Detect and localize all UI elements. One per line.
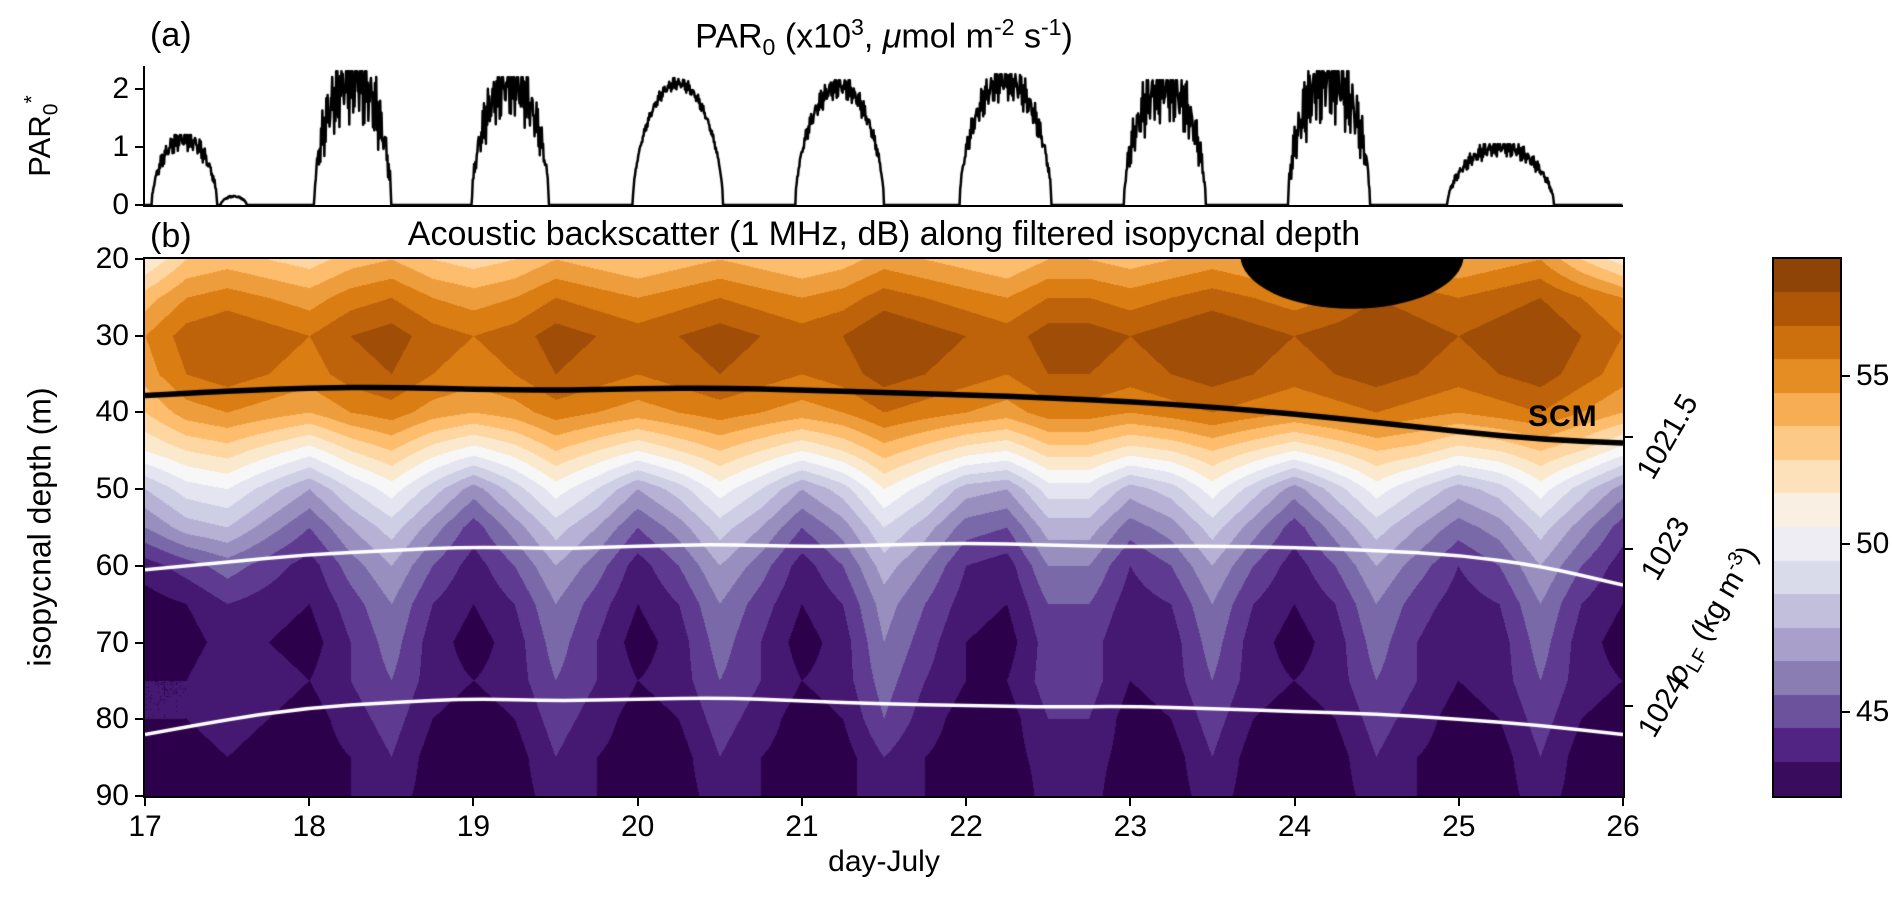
tick-mark [144,798,146,806]
panel-b-x-tick-label: 22 [949,810,983,843]
panel-b-y-tick-label: 80 [95,702,129,736]
backscatter-heatmap [145,259,1623,796]
tick-mark [135,146,143,149]
panel-b-y-tick-label: 20 [95,242,129,275]
panel-b-x-tick-label: 23 [1113,810,1148,843]
panel-b-x-tick-label: 20 [620,810,655,843]
panel-b-y-tick-label: 50 [95,472,129,506]
colorbar-tick-label: 50 [1856,527,1890,561]
tick-mark [1842,543,1850,546]
panel-b-y-tick-label: 40 [95,395,129,429]
panel-a-y-tick-label: 1 [112,130,129,164]
tick-mark [135,718,143,721]
panel-a-title: PAR0 (x103, μmol m-2 s-1) [695,14,1073,61]
panel-b-x-tick-label: 17 [128,810,162,843]
tick-mark [308,798,311,806]
panel-b-y-tick-label: 70 [95,625,129,659]
tick-mark [135,564,143,567]
panel-b-x-tick-label: 24 [1277,810,1312,843]
tick-mark [1625,547,1633,550]
panel-b-y-tick-label: 60 [95,548,129,582]
tick-mark [135,488,143,491]
panel-b-label: (b) [150,217,192,255]
tick-mark [636,798,639,806]
tick-mark [1625,435,1633,438]
x-axis-label: day-July [828,845,940,878]
tick-mark [135,88,143,91]
tick-mark [1129,798,1132,806]
panel-a-label: (a) [150,16,192,54]
isopycnal-label-1023: 1023 [1634,511,1697,586]
isopycnal-label-1021-5: 1021.5 [1630,388,1705,485]
panel-b-y-tick-label: 90 [95,779,129,812]
panel-a-y-tick-label: 2 [112,72,129,106]
colorbar-tick-label: 45 [1856,695,1890,729]
panel-a-ylabel: PAR0* [20,95,63,177]
tick-mark [1622,798,1624,806]
tick-mark [800,798,803,806]
backscatter-plot-area [143,257,1625,798]
tick-mark [1457,798,1460,806]
tick-mark [1293,798,1296,806]
panel-b-title: Acoustic backscatter (1 MHz, dB) along f… [407,215,1361,253]
tick-mark [1842,375,1850,378]
colorbar [1772,257,1842,798]
colorbar-tick-label: 55 [1856,359,1890,393]
tick-mark [135,795,143,797]
panel-b-x-tick-label: 26 [1606,810,1640,843]
scm-annotation: SCM [1528,400,1598,433]
tick-mark [135,258,143,260]
tick-mark [135,411,143,414]
panel-a-y-tick-label: 0 [112,188,129,221]
panel-b-y-tick-label: 30 [95,318,129,352]
panel-b-x-tick-label: 19 [456,810,491,843]
colorbar-gradient [1774,259,1840,796]
panel-b-ylabel: isopycnal depth (m) [21,387,58,667]
tick-mark [1842,711,1850,714]
tick-mark [1625,705,1633,708]
tick-mark [965,798,968,806]
panel-b-x-tick-label: 25 [1442,810,1476,843]
tick-mark [472,798,475,806]
tick-mark [135,334,143,337]
par-line-series [145,66,1623,205]
par-plot-area [143,66,1623,207]
panel-b-x-tick-label: 21 [785,810,819,843]
tick-mark [135,641,143,644]
tick-mark [135,204,143,206]
panel-b-x-tick-label: 18 [292,810,326,843]
